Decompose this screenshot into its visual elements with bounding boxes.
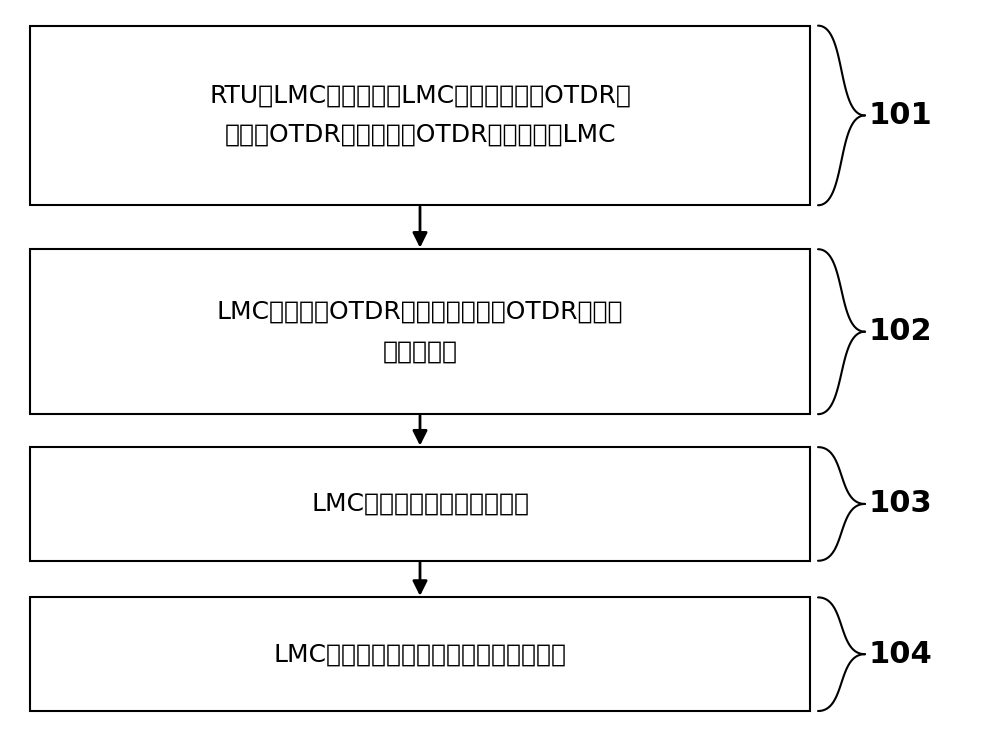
Text: LMC根据故障分析的结果向用户进行报警: LMC根据故障分析的结果向用户进行报警 <box>274 642 566 666</box>
Text: 104: 104 <box>868 640 932 668</box>
Bar <box>30 26 810 205</box>
Text: 102: 102 <box>868 317 932 346</box>
Text: LMC存储所述故障分析的结果: LMC存储所述故障分析的结果 <box>311 492 529 516</box>
Bar <box>30 597 810 711</box>
Bar <box>30 447 810 561</box>
Text: 103: 103 <box>868 490 932 518</box>
Text: 101: 101 <box>868 101 932 130</box>
Text: RTU在LMC的控制下对LMC指定光纤进行OTDR测
试，将OTDR测试得到的OTDR曲线发送给LMC: RTU在LMC的控制下对LMC指定光纤进行OTDR测 试，将OTDR测试得到的O… <box>209 84 631 147</box>
Bar <box>30 249 810 414</box>
Text: LMC接收所述OTDR曲线，根据所述OTDR曲线进
行故障分析: LMC接收所述OTDR曲线，根据所述OTDR曲线进 行故障分析 <box>217 300 623 364</box>
